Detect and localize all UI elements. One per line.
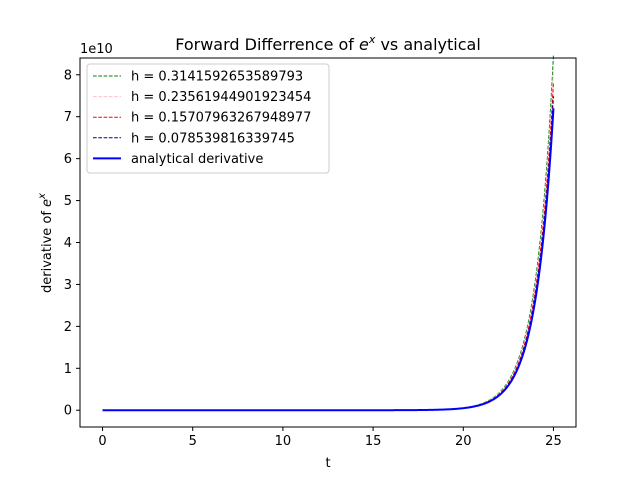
y-axis-ticks: 0 1 2 3 4 5 6 7 8	[64, 68, 80, 419]
y-tick-label: 6	[64, 152, 72, 167]
x-tick-label: 25	[545, 434, 562, 449]
y-tick-label: 7	[64, 110, 72, 125]
legend-box	[86, 63, 330, 174]
y-tick-label: 4	[64, 236, 72, 251]
chart-title: Forward Differrence of ex vs analytical	[175, 33, 481, 54]
plot-area: 0 5 10 15 20 25 0 1 2 3 4 5 6 7 8	[64, 55, 577, 449]
legend-label-0: h = 0.3141592653589793	[131, 70, 303, 85]
y-offset-label: 1e10	[80, 42, 113, 57]
legend-label-1: h = 0.23561944901923454	[131, 90, 311, 105]
x-tick-label: 0	[98, 434, 106, 449]
x-tick-label: 5	[189, 434, 197, 449]
series-line-4	[102, 108, 555, 412]
x-axis-ticks: 0 5 10 15 20 25	[98, 427, 562, 449]
y-tick-label: 3	[64, 278, 72, 293]
x-axis-label: t	[325, 456, 330, 471]
y-tick-label: 2	[64, 320, 72, 335]
y-tick-label: 0	[64, 404, 72, 419]
x-tick-label: 10	[275, 434, 292, 449]
series-lines	[102, 55, 555, 412]
y-tick-label: 1	[64, 362, 72, 377]
legend-label-2: h = 0.15707963267948977	[131, 111, 311, 126]
y-tick-label: 5	[64, 194, 72, 209]
y-axis-label: derivative of ex	[37, 193, 55, 293]
legend-label-3: h = 0.078539816339745	[131, 131, 295, 146]
x-tick-label: 20	[455, 434, 472, 449]
x-tick-label: 15	[365, 434, 382, 449]
legend: h = 0.3141592653589793 h = 0.235619449019…	[86, 63, 330, 174]
legend-label-4: analytical derivative	[131, 152, 263, 167]
y-tick-label: 8	[64, 68, 72, 83]
